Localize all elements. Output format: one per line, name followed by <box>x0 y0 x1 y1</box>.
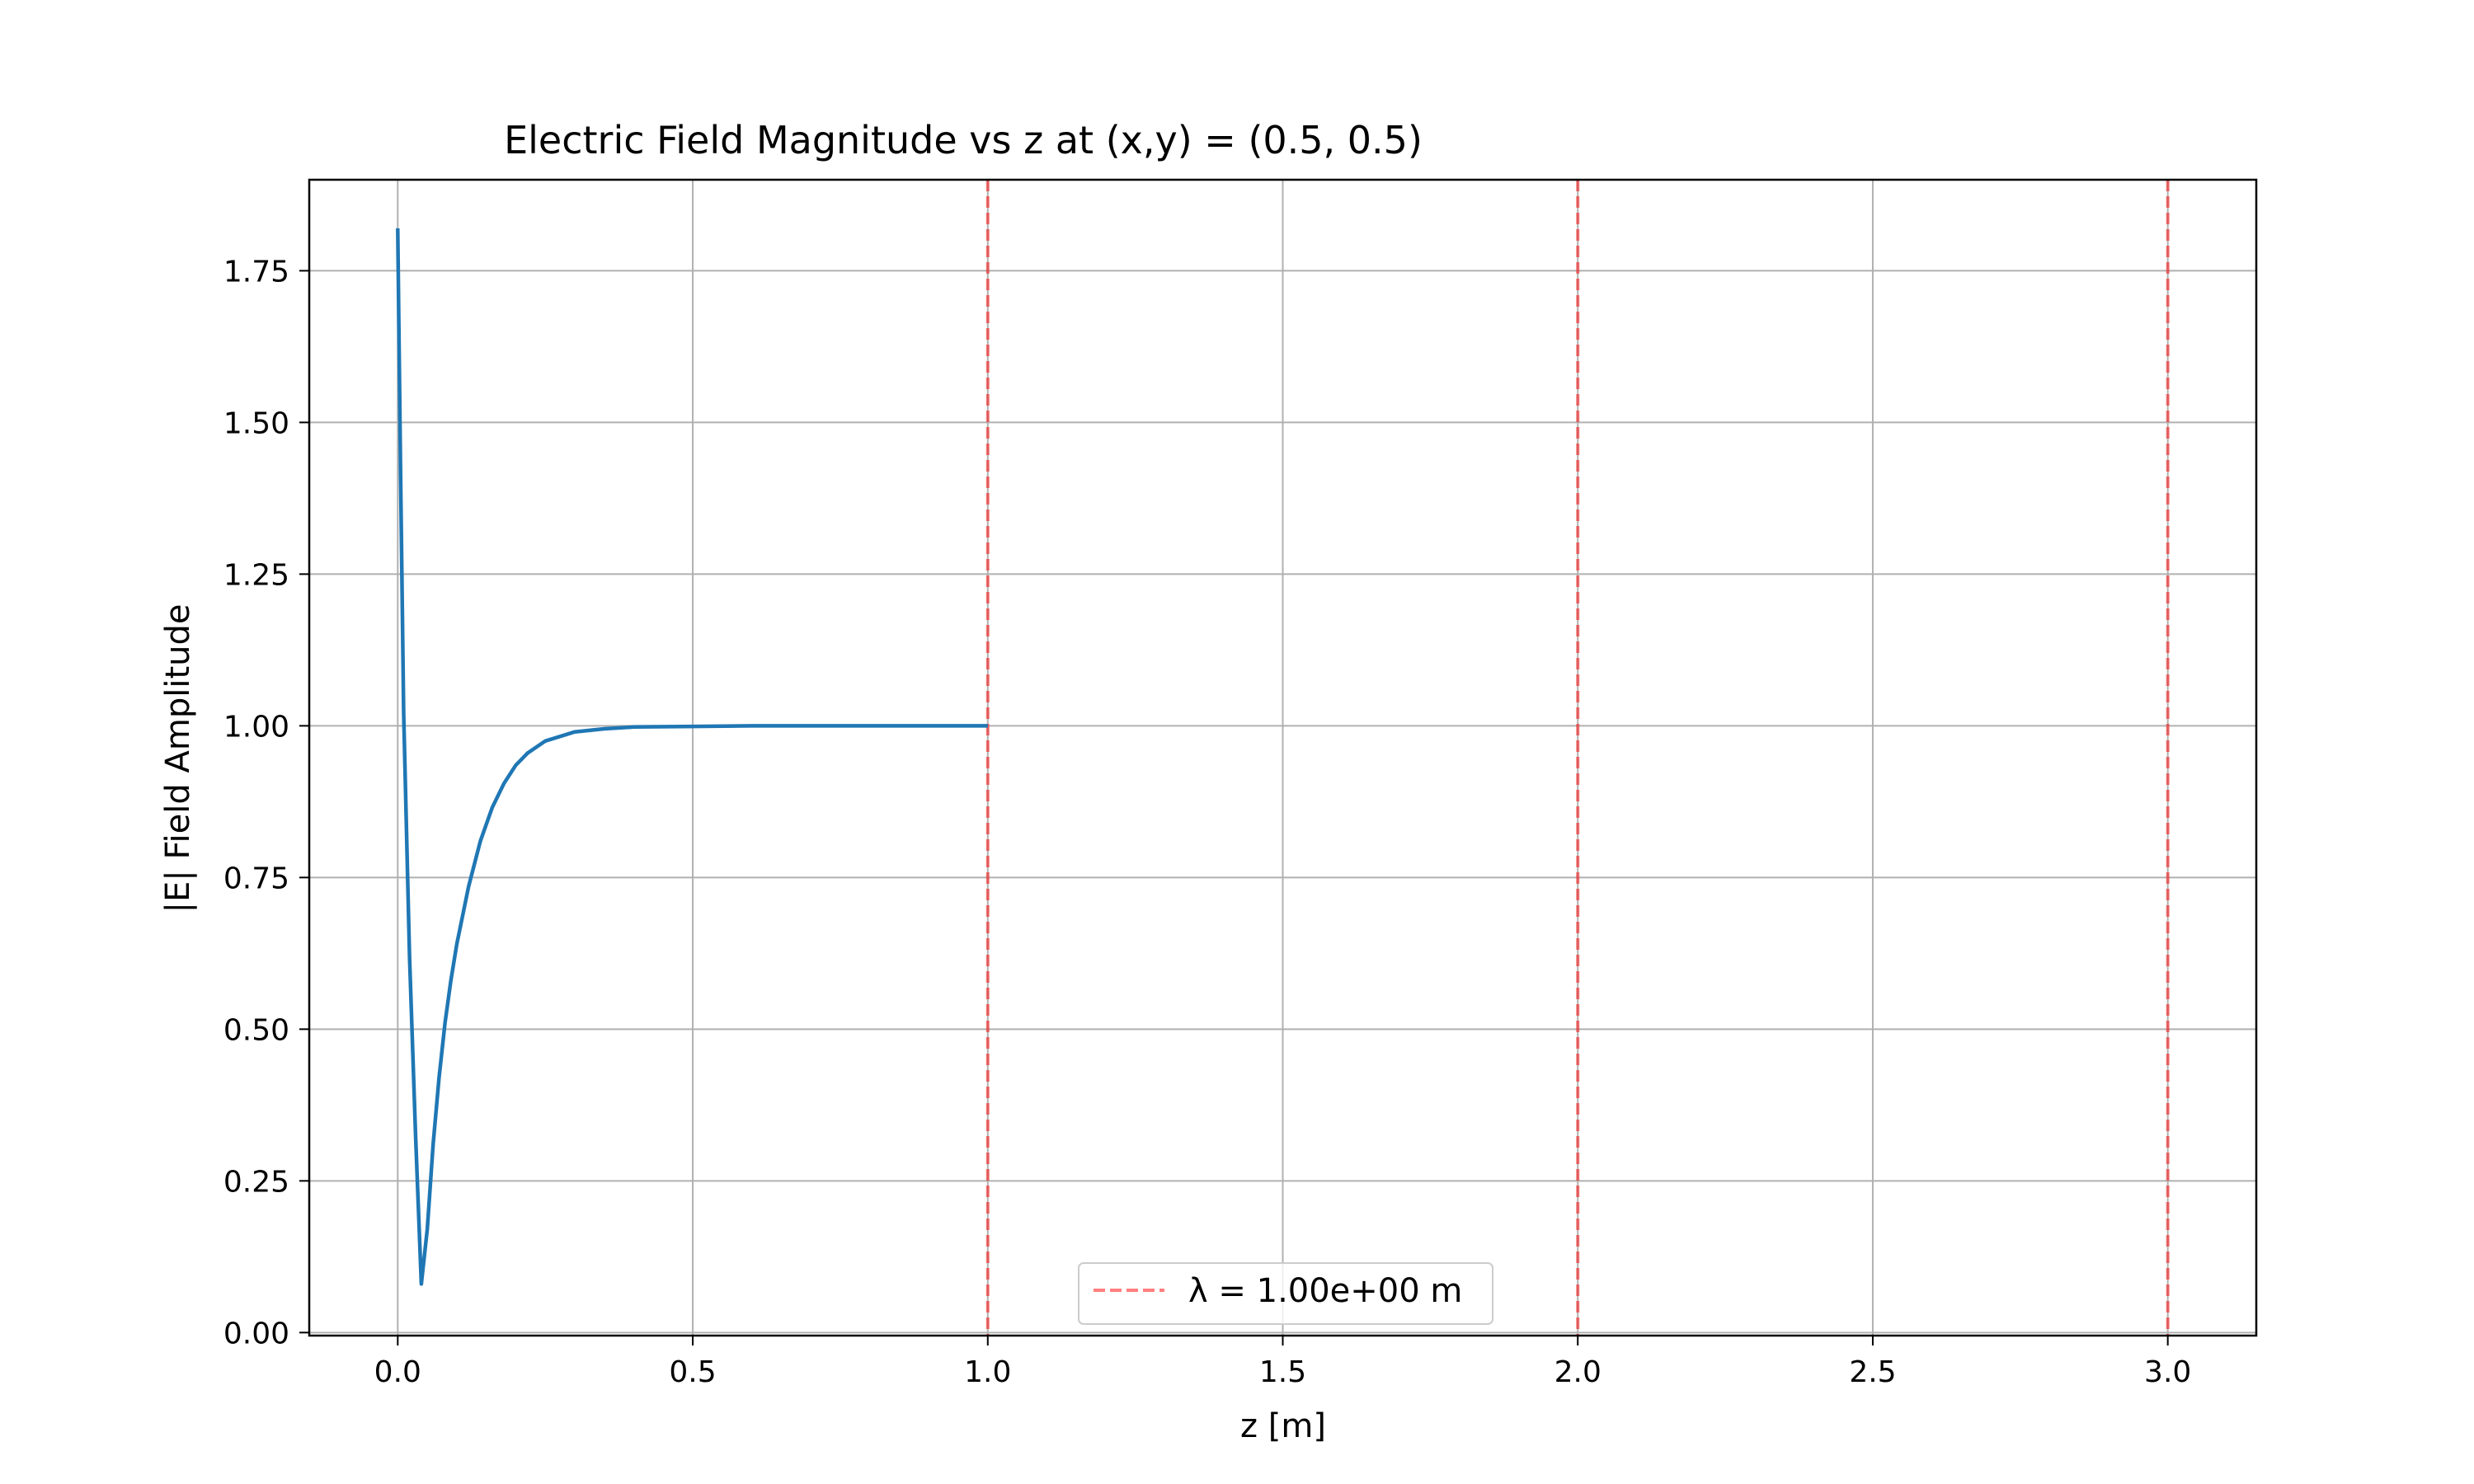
vline-layer <box>985 180 2170 1336</box>
chart-title: Electric Field Magnitude vs z at (x,y) =… <box>504 118 1423 162</box>
series-layer <box>396 228 988 1286</box>
x-tick-label: 1.0 <box>964 1355 1011 1389</box>
y-tick-label: 0.50 <box>223 1013 289 1047</box>
y-tick-label: 1.00 <box>223 710 289 744</box>
x-axis-ticks: 0.0 0.5 1.0 1.5 2.0 2.5 3.0 <box>374 1336 2191 1389</box>
y-tick-label: 1.25 <box>223 558 289 592</box>
y-axis-label: |E| Field Amplitude <box>159 604 197 913</box>
y-tick-label: 0.75 <box>223 862 289 895</box>
x-tick-label: 1.5 <box>1259 1355 1306 1389</box>
y-tick-label: 1.75 <box>223 255 289 289</box>
x-tick-label: 0.5 <box>669 1355 716 1389</box>
y-tick-label: 0.00 <box>223 1317 289 1350</box>
legend: λ = 1.00e+00 m <box>1078 1262 1493 1325</box>
y-tick-label: 1.50 <box>223 406 289 440</box>
x-tick-label: 2.0 <box>1554 1355 1602 1389</box>
x-axis-label: z [m] <box>1240 1407 1326 1445</box>
legend-box <box>1078 1262 1493 1325</box>
y-tick-label: 0.25 <box>223 1165 289 1199</box>
x-tick-label: 3.0 <box>2144 1355 2191 1389</box>
x-tick-label: 0.0 <box>374 1355 421 1389</box>
x-tick-label: 2.5 <box>1849 1355 1896 1389</box>
field-amplitude-line <box>396 228 988 1286</box>
y-axis-ticks: 0.00 0.25 0.50 0.75 1.00 1.25 1.50 1.75 <box>223 255 309 1350</box>
plot-area <box>308 178 2258 1337</box>
legend-label-wavelength: λ = 1.00e+00 m <box>1188 1272 1462 1310</box>
